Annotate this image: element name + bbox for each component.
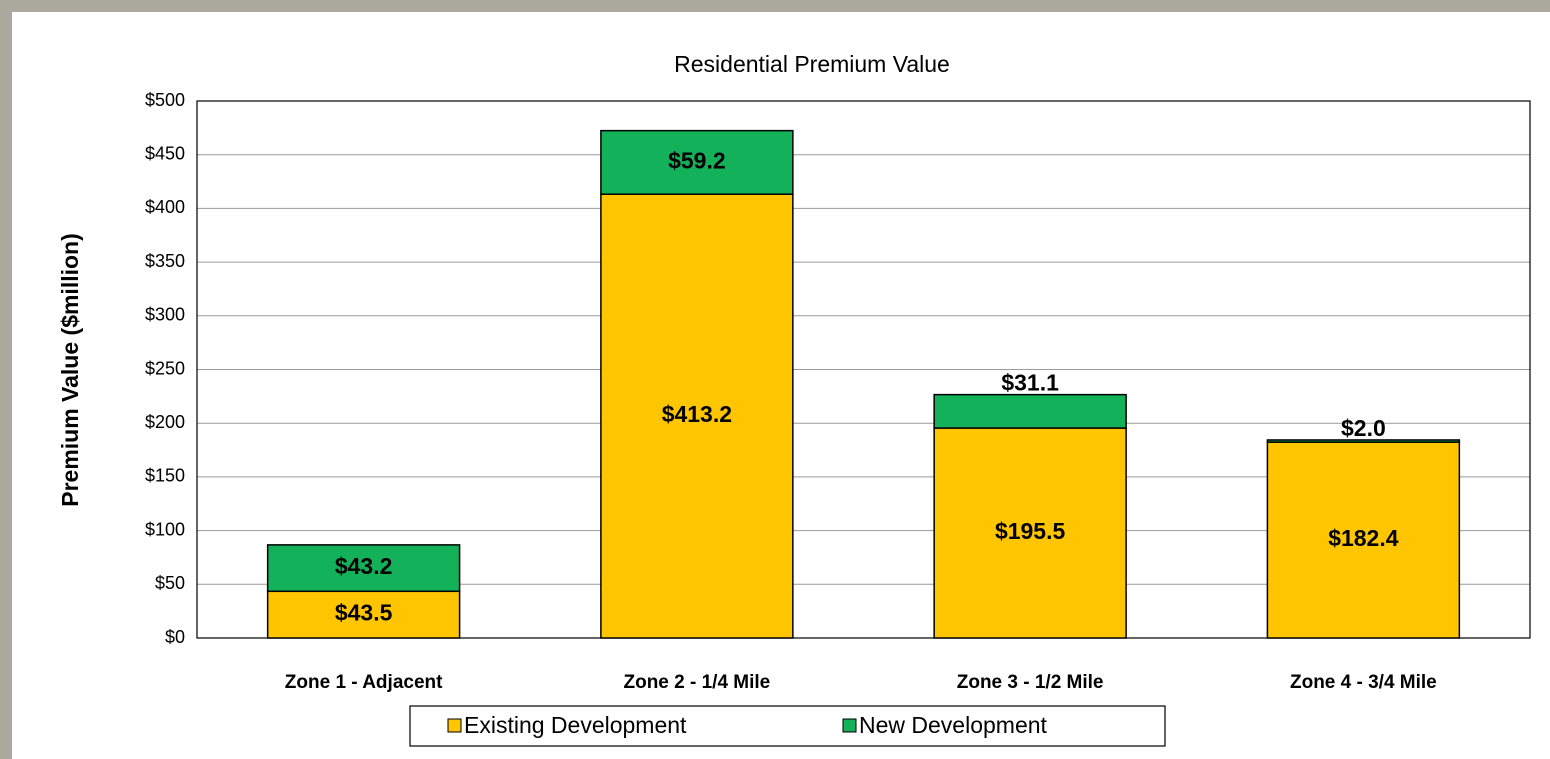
bar-segment	[933, 393, 1127, 429]
bar-segment	[1266, 439, 1461, 443]
plot-border	[196, 100, 1531, 639]
x-tick-label: Zone 3 - 1/2 Mile	[957, 672, 1104, 693]
y-tick-label: $0	[165, 627, 185, 647]
value-label: $43.2	[335, 553, 393, 579]
bar-segment	[1266, 441, 1461, 639]
y-tick-label: $50	[155, 573, 185, 593]
x-tick-label: Zone 2 - 1/4 Mile	[623, 672, 770, 693]
bar-segment	[600, 129, 794, 195]
chart-title: Residential Premium Value	[674, 51, 950, 77]
x-tick-label: Zone 4 - 3/4 Mile	[1290, 672, 1437, 693]
y-tick-label: $100	[145, 519, 185, 539]
value-label: $43.5	[335, 600, 393, 626]
y-tick-label: $350	[145, 251, 185, 271]
value-label: $2.0	[1341, 415, 1386, 441]
value-label: $182.4	[1328, 525, 1399, 551]
y-tick-label: $300	[145, 305, 185, 325]
legend-box	[409, 705, 1166, 747]
y-tick-label: $500	[145, 90, 185, 110]
value-label: $59.2	[668, 148, 726, 174]
y-tick-label: $150	[145, 466, 185, 486]
legend-swatch	[842, 718, 857, 733]
y-tick-label: $450	[145, 143, 185, 163]
bar-segment	[266, 590, 461, 639]
bar-segment	[600, 193, 794, 639]
bar-segment	[933, 427, 1127, 639]
legend-label: Existing Development	[464, 712, 687, 738]
legend-swatch	[447, 718, 462, 733]
legend-label: New Development	[859, 712, 1048, 738]
value-label: $195.5	[995, 518, 1066, 544]
y-tick-label: $200	[145, 412, 185, 432]
y-tick-label: $400	[145, 197, 185, 217]
x-tick-label: Zone 1 - Adjacent	[285, 672, 443, 693]
value-label: $413.2	[662, 401, 732, 427]
y-tick-label: $250	[145, 358, 185, 378]
bar-segment	[266, 544, 461, 593]
value-label: $31.1	[1001, 370, 1059, 396]
y-axis-label: Premium Value ($million)	[57, 233, 83, 507]
